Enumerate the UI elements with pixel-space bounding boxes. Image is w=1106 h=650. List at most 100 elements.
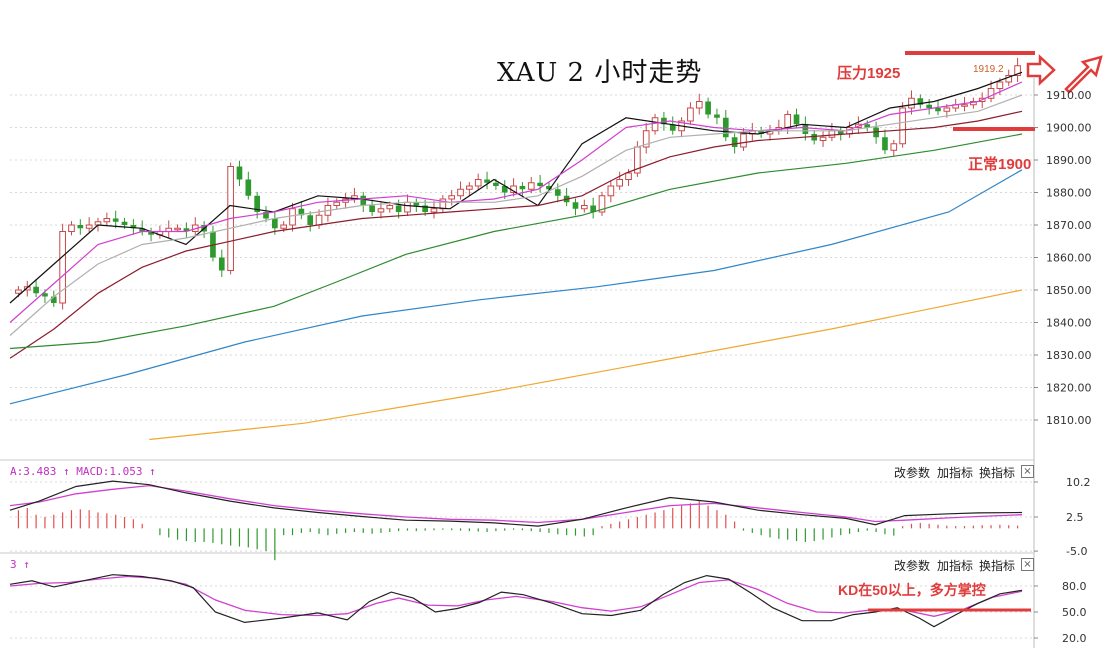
candlestick [68,221,75,236]
candlestick [563,187,570,207]
candlestick [501,180,508,199]
candlestick [466,182,473,196]
candlestick [77,219,84,235]
candle-body [50,296,57,303]
candle-body [882,137,888,151]
y-tick-label: 1910.00 [1046,89,1092,102]
candle-body [183,228,190,232]
candle-body [413,202,420,206]
candle-body [307,215,314,225]
y-tick-label: 10.2 [1066,476,1091,489]
candle-body [527,182,535,190]
candle-body [298,208,305,216]
macd-swap-indicator-button[interactable]: 换指标 [979,466,1016,480]
candlestick [572,198,579,216]
candle-body [607,185,615,197]
up-right-arrow-icon [1064,55,1103,94]
kd-swap-indicator-button[interactable]: 换指标 [979,559,1016,573]
candlestick [474,173,482,190]
candle-body [484,179,490,183]
candlestick [218,249,225,277]
kd-add-indicator-button[interactable]: 加指标 [937,559,974,573]
candle-body [1014,65,1021,76]
candlestick [607,180,615,203]
candlestick [926,98,932,115]
candle-body [917,98,924,105]
candle-body [669,124,676,131]
kd-note: KD在50以上，多方掌控 [838,582,986,598]
candlestick [917,94,924,109]
candlestick [705,97,711,119]
candle-body [695,101,703,109]
candlestick [439,195,447,213]
candle-body [280,224,288,229]
candlestick [616,171,624,190]
candlestick [695,93,703,115]
candle-body [519,186,526,190]
candlestick [298,200,305,220]
candle-body [85,224,93,229]
candle-body [819,136,827,141]
macd-close-icon[interactable]: × [1021,465,1034,478]
candle-body [263,212,269,219]
candle-body [112,218,119,222]
candlestick [148,227,154,242]
candlestick [598,191,606,216]
macd-add-indicator-button[interactable]: 加指标 [937,466,974,480]
candlestick [722,109,729,142]
candle-body [474,179,482,187]
candle-body [837,130,844,134]
y-tick-label: 1820.00 [1046,382,1092,395]
y-tick-label: -5.0 [1066,545,1087,558]
last-price-label: 1919.2 [973,64,1004,75]
right-arrow-icon [1026,54,1056,86]
candle-body [651,117,659,132]
candle-body [430,208,438,213]
y-tick-label: 1890.00 [1046,154,1092,167]
candle-body [793,114,800,125]
candle-body [377,208,385,213]
candlestick [183,222,190,238]
kd-indicator-label: 3 ↑ [10,558,30,571]
y-tick-label: 1830.00 [1046,349,1092,362]
candlestick [908,90,915,115]
y-tick-label: 80.0 [1062,580,1087,593]
candle-body [987,88,995,99]
kd-close-icon[interactable]: × [1021,558,1034,571]
candle-body [501,186,508,193]
candle-body [908,97,915,109]
candle-body [218,257,225,271]
candle-body [722,117,729,138]
candlestick [156,225,164,239]
candle-body [661,117,667,125]
candlestick [103,212,111,226]
candle-body [59,231,66,304]
candle-body [943,107,951,112]
candle-body [254,195,260,212]
candle-body [811,134,818,141]
candle-body [395,205,402,212]
candlestick [775,119,783,135]
candle-body [598,195,606,213]
candlestick [174,224,181,233]
candle-body [448,195,456,200]
main-price-panel [9,57,1023,441]
candle-body [130,225,137,229]
candlestick [369,199,375,216]
candle-body [404,201,411,213]
moving-average-line [9,110,1023,359]
y-tick-label: 50.0 [1062,606,1087,619]
kd-params-button[interactable]: 改参数 [894,559,931,573]
candlestick [811,130,818,145]
candlestick [272,210,278,235]
candlestick [484,171,490,190]
moving-average-line [9,71,1023,304]
candlestick [651,113,659,135]
candlestick [642,122,650,154]
annotation-overlay [868,51,1103,612]
y-tick-label: 1810.00 [1046,414,1092,427]
macd-params-button[interactable]: 改参数 [894,466,931,480]
candle-body [890,143,898,151]
y-tick-label: 20.0 [1062,632,1087,645]
